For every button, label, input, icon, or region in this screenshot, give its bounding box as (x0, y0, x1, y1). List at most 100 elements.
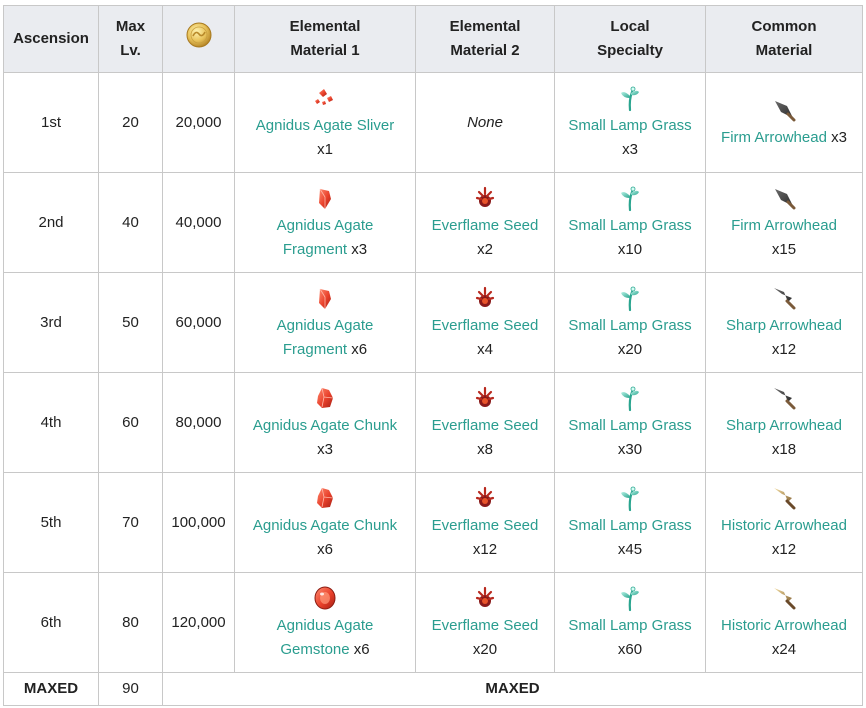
mora-cell: 80,000 (162, 372, 235, 473)
common-material-link[interactable]: Historic Arrowhead (721, 516, 847, 534)
elemental-1-qty: x6 (353, 640, 370, 658)
elemental-1-link[interactable]: Agnidus Agate Fragment (277, 317, 374, 358)
elemental-2-qty: x4 (477, 340, 493, 358)
elemental-1-cell: Agnidus Agate Gemstone x6 (234, 572, 416, 673)
table-row: 3rd 50 60,000 Agnidus Agate Fragment x6 E… (3, 272, 863, 373)
maxed-ascension: MAXED (3, 672, 99, 706)
local-specialty-cell: Small Lamp Grass x60 (554, 572, 706, 673)
mora-cell: 40,000 (162, 172, 235, 273)
table-row: 4th 60 80,000 Agnidus Agate Chunk x3 Ever… (3, 372, 863, 473)
historic-arrowhead-icon (770, 484, 798, 512)
elemental-1-link[interactable]: Agnidus Agate Sliver (256, 117, 394, 134)
mora-cell: 100,000 (162, 472, 235, 573)
elemental-2-cell: Everflame Seed x8 (415, 372, 555, 473)
elemental-2-link[interactable]: Everflame Seed (431, 416, 539, 434)
common-material-link[interactable]: Sharp Arrowhead (726, 416, 842, 434)
elemental-2-link[interactable]: Everflame Seed (431, 316, 539, 334)
mora-cell: 60,000 (162, 272, 235, 373)
header-max-lv-line2: Lv. (120, 42, 141, 59)
max-lv-cell: 80 (98, 572, 163, 673)
ascension-materials-table: Ascension Max Lv. Elemental Material 1 Ele… (3, 5, 863, 706)
header-local-line1: Local (610, 18, 650, 35)
common-material-link[interactable]: Historic Arrowhead (721, 616, 847, 634)
maxed-row: MAXED 90 MAXED (3, 672, 863, 706)
elemental-1-name-a: Agnidus Agate Chunk (252, 516, 398, 534)
elemental-2-link[interactable]: Everflame Seed (431, 516, 539, 534)
local-specialty-link[interactable]: Small Lamp Grass (568, 416, 692, 434)
elemental-2-qty: x12 (472, 540, 498, 558)
small-lamp-grass-icon (616, 384, 644, 412)
common-material-qty: x12 (771, 340, 797, 358)
header-common-material: Common Material (705, 5, 863, 73)
agnidus-agate-fragment-icon (311, 184, 339, 212)
ascension-cell: 1st (3, 72, 99, 173)
maxed-max-lv: 90 (98, 672, 163, 706)
mora-cell: 120,000 (162, 572, 235, 673)
local-specialty-link[interactable]: Small Lamp Grass (568, 616, 692, 634)
common-material-link[interactable]: Firm Arrowhead (731, 216, 837, 234)
common-material-link[interactable]: Firm Arrowhead (721, 128, 827, 146)
elemental-1-name-a: Agnidus Agate (276, 216, 374, 234)
elemental-1-qty: x1 (317, 140, 333, 158)
elemental-1-qty: x6 (317, 540, 333, 558)
local-specialty-cell: Small Lamp Grass x10 (554, 172, 706, 273)
elemental-1-link[interactable]: Agnidus Agate Chunk (253, 417, 397, 434)
header-elemental-2-line2: Material 2 (450, 42, 520, 59)
elemental-1-name-b: Fragment (282, 240, 348, 258)
agnidus-agate-sliver-icon (311, 84, 339, 112)
header-local-specialty: Local Specialty (554, 5, 706, 73)
elemental-1-cell: Agnidus Agate Fragment x3 (234, 172, 416, 273)
common-material-cell: Sharp Arrowhead x12 (705, 272, 863, 373)
agnidus-agate-gemstone-icon (311, 584, 339, 612)
mora-coin-icon (184, 20, 214, 50)
ascension-cell: 5th (3, 472, 99, 573)
local-specialty-link[interactable]: Small Lamp Grass (568, 216, 692, 234)
firm-arrowhead-icon (770, 96, 798, 124)
local-specialty-qty: x20 (617, 340, 643, 358)
header-max-lv: Max Lv. (98, 5, 163, 73)
ascension-cell: 3rd (3, 272, 99, 373)
everflame-seed-icon (471, 284, 499, 312)
elemental-2-link[interactable]: Everflame Seed (431, 616, 539, 634)
header-elemental-1-line1: Elemental (289, 18, 361, 35)
local-specialty-link[interactable]: Small Lamp Grass (568, 516, 692, 534)
ascension-cell: 6th (3, 572, 99, 673)
everflame-seed-icon (471, 184, 499, 212)
elemental-1-qty: x3 (351, 240, 368, 258)
header-mora (162, 5, 235, 73)
header-ascension: Ascension (3, 5, 99, 73)
agnidus-agate-fragment-icon (311, 284, 339, 312)
header-local-line2: Specialty (597, 42, 663, 59)
elemental-1-cell: Agnidus Agate Chunk x6 (234, 472, 416, 573)
elemental-2-link[interactable]: Everflame Seed (431, 216, 539, 234)
elemental-1-name-b: Gemstone (280, 640, 350, 658)
common-material-qty: x24 (771, 640, 797, 658)
common-material-cell: Firm Arrowhead x15 (705, 172, 863, 273)
maxed-materials: MAXED (162, 672, 863, 706)
common-material-qty: x3 (831, 128, 847, 146)
elemental-2-cell: Everflame Seed x2 (415, 172, 555, 273)
common-material-qty: x15 (771, 240, 797, 258)
table-row: 5th 70 100,000 Agnidus Agate Chunk x6 Eve… (3, 472, 863, 573)
common-material-cell: Firm Arrowhead x3 (705, 72, 863, 173)
common-material-link[interactable]: Sharp Arrowhead (726, 316, 842, 334)
elemental-1-link[interactable]: Agnidus Agate Gemstone (277, 617, 374, 658)
firm-arrowhead-icon (770, 184, 798, 212)
table-row: 6th 80 120,000 Agnidus Agate Gemstone x6 … (3, 572, 863, 673)
elemental-1-qty: x6 (351, 340, 368, 358)
elemental-1-link[interactable]: Agnidus Agate Chunk (253, 517, 397, 534)
common-material-cell: Sharp Arrowhead x18 (705, 372, 863, 473)
elemental-2-cell: Everflame Seed x20 (415, 572, 555, 673)
local-specialty-qty: x3 (622, 140, 638, 158)
elemental-2-qty: x20 (472, 640, 498, 658)
elemental-2-cell: Everflame Seed x4 (415, 272, 555, 373)
local-specialty-link[interactable]: Small Lamp Grass (568, 116, 692, 134)
local-specialty-link[interactable]: Small Lamp Grass (568, 316, 692, 334)
elemental-1-name-a: Agnidus Agate Sliver (255, 116, 395, 134)
local-specialty-qty: x60 (617, 640, 643, 658)
elemental-1-link[interactable]: Agnidus Agate Fragment (277, 217, 374, 258)
elemental-2-none: None (467, 113, 503, 131)
header-elemental-1: Elemental Material 1 (234, 5, 416, 73)
local-specialty-qty: x10 (617, 240, 643, 258)
sharp-arrowhead-icon (770, 284, 798, 312)
